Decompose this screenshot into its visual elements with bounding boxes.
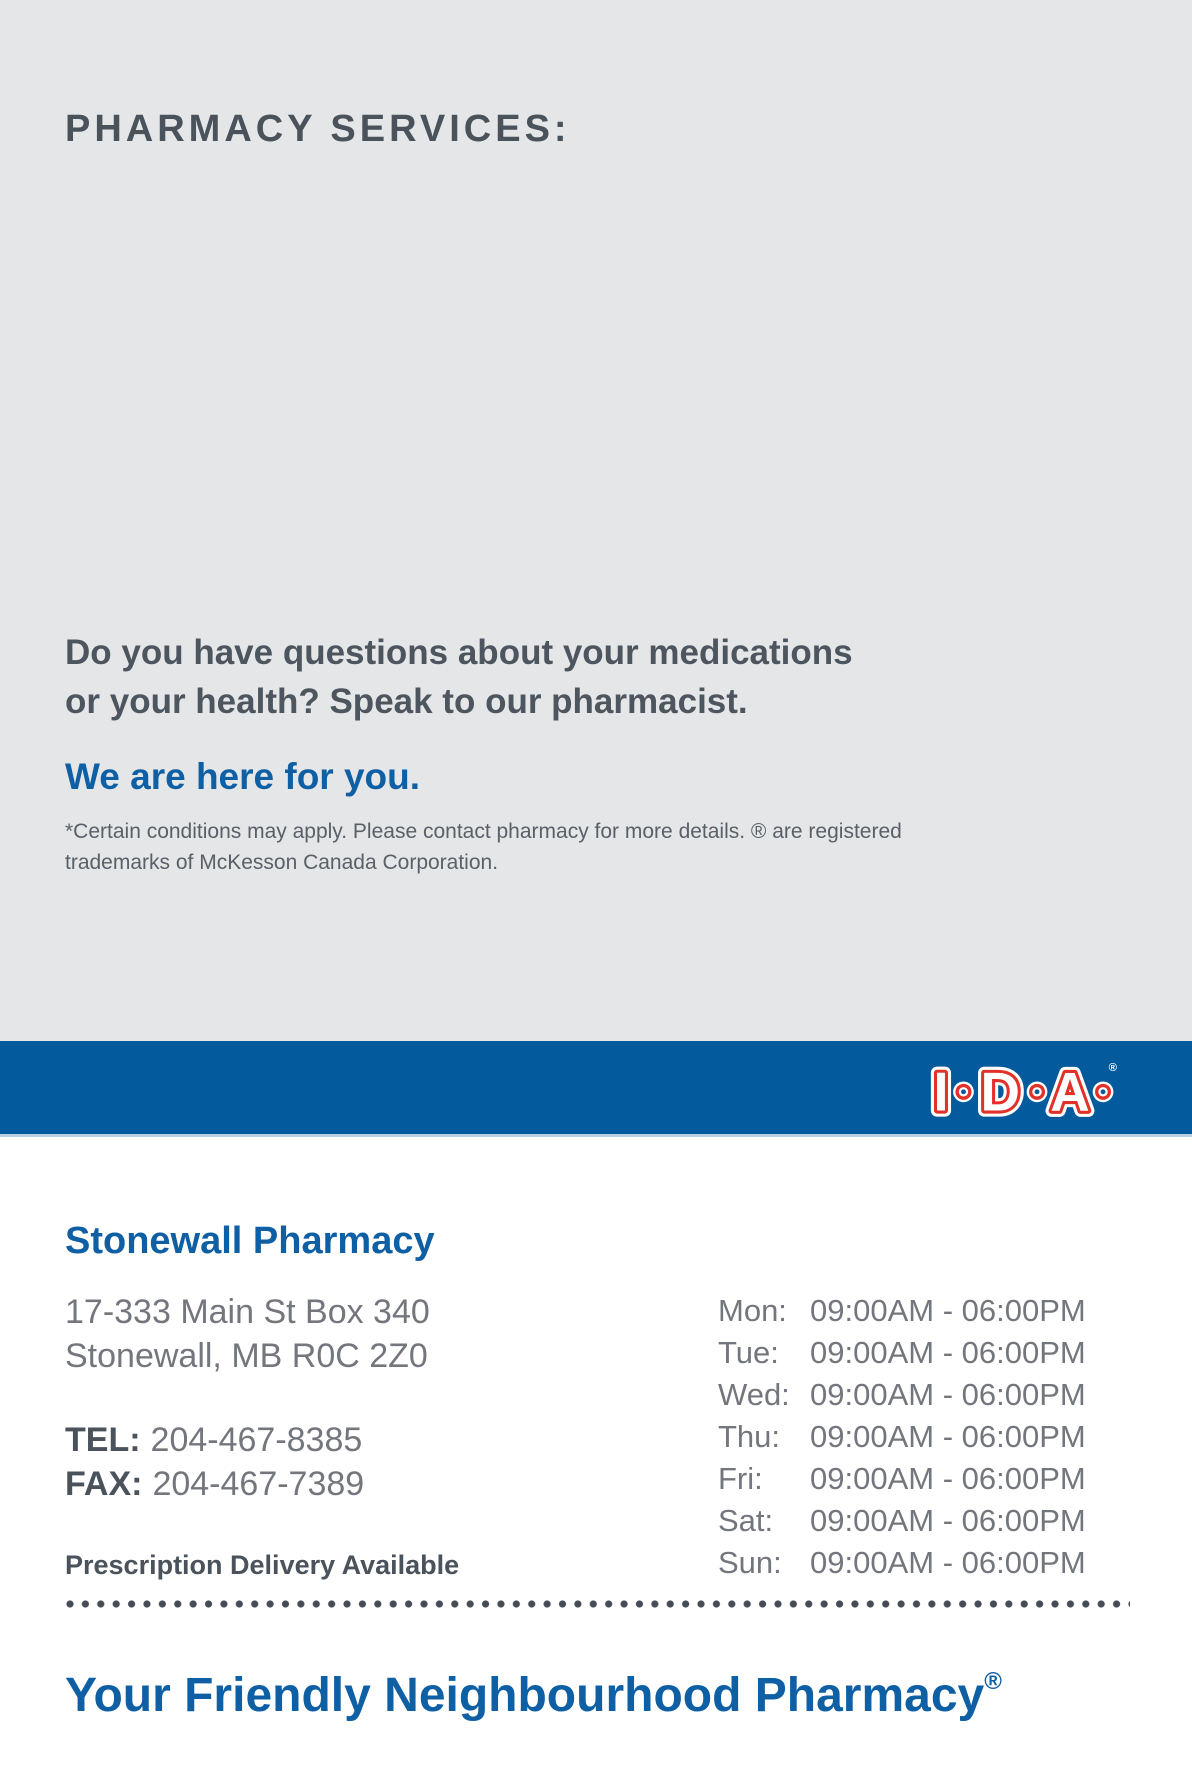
- store-address: 17-333 Main St Box 340 Stonewall, MB R0C…: [65, 1290, 430, 1378]
- svg-text:A: A: [1050, 1061, 1089, 1122]
- delivery-note: Prescription Delivery Available: [65, 1550, 460, 1580]
- hours-time: 09:00AM - 06:00PM: [810, 1545, 1086, 1580]
- hours-day: Sat:: [718, 1503, 774, 1538]
- tagline-registered-mark: ®: [984, 1668, 1002, 1695]
- ida-logo-icon: I D A I D A I D A ®: [927, 1056, 1118, 1122]
- question-text: Do you have questions about your medicat…: [65, 628, 853, 726]
- hours-time: 09:00AM - 06:00PM: [810, 1335, 1086, 1370]
- hours-time: 09:00AM - 06:00PM: [810, 1461, 1086, 1496]
- hours-row-mon: Mon: 09:00AM - 06:00PM: [718, 1290, 1086, 1332]
- hours-row-tue: Tue: 09:00AM - 06:00PM: [718, 1332, 1086, 1374]
- hours-day: Wed:: [718, 1377, 790, 1412]
- address-line-1: 17-333 Main St Box 340: [65, 1293, 430, 1331]
- brand-banner: I D A I D A I D A ®: [0, 1041, 1192, 1137]
- fine-print: *Certain conditions may apply. Please co…: [65, 820, 902, 874]
- svg-text:I: I: [933, 1061, 948, 1122]
- hours-day: Sun:: [718, 1545, 782, 1580]
- hours-time: 09:00AM - 06:00PM: [810, 1419, 1086, 1454]
- svg-text:D: D: [980, 1061, 1019, 1122]
- svg-text:I: I: [933, 1061, 948, 1122]
- hours-time: 09:00AM - 06:00PM: [810, 1377, 1086, 1412]
- hours-day: Tue:: [718, 1335, 779, 1370]
- hours-time: 09:00AM - 06:00PM: [810, 1503, 1086, 1538]
- registered-mark-icon: ®: [1109, 1062, 1118, 1074]
- hours-row-fri: Fri: 09:00AM - 06:00PM: [718, 1458, 1086, 1500]
- tagline-text: Your Friendly Neighbourhood Pharmacy: [65, 1669, 985, 1722]
- here-for-you-heading: We are here for you.: [65, 756, 421, 797]
- hours-day: Thu:: [718, 1419, 781, 1454]
- question-line-1: Do you have questions about your medicat…: [65, 633, 853, 672]
- hours-time: 09:00AM - 06:00PM: [810, 1293, 1086, 1328]
- hours-row-sun: Sun: 09:00AM - 06:00PM: [718, 1542, 1086, 1584]
- store-hours-table: Mon: 09:00AM - 06:00PM Tue: 09:00AM - 06…: [718, 1290, 1086, 1584]
- hours-row-thu: Thu: 09:00AM - 06:00PM: [718, 1416, 1086, 1458]
- hours-day: Mon:: [718, 1293, 787, 1328]
- svg-text:A: A: [1050, 1061, 1089, 1122]
- tagline: Your Friendly Neighbourhood Pharmacy®: [65, 1668, 1002, 1723]
- tel-number: 204-467-8385: [150, 1421, 363, 1459]
- svg-text:D: D: [980, 1061, 1019, 1122]
- services-heading: PHARMACY SERVICES:: [65, 108, 571, 150]
- hours-row-wed: Wed: 09:00AM - 06:00PM: [718, 1374, 1086, 1416]
- address-line-2: Stonewall, MB R0C 2Z0: [65, 1337, 428, 1375]
- fax-number: 204-467-7389: [152, 1465, 365, 1503]
- top-gray-panel: PHARMACY SERVICES: Do you have questions…: [0, 0, 1192, 1041]
- fax-line: FAX: 204-467-7389: [65, 1462, 364, 1506]
- phone-block: TEL: 204-467-8385 FAX: 204-467-7389: [65, 1418, 364, 1506]
- store-name: Stonewall Pharmacy: [65, 1220, 435, 1262]
- hours-row-sat: Sat: 09:00AM - 06:00PM: [718, 1500, 1086, 1542]
- tel-label: TEL:: [65, 1421, 141, 1459]
- tel-line: TEL: 204-467-8385: [65, 1418, 364, 1462]
- dotted-separator: [65, 1598, 1130, 1610]
- hours-day: Fri:: [718, 1461, 763, 1496]
- svg-text:A: A: [1050, 1061, 1089, 1122]
- fax-label: FAX:: [65, 1465, 143, 1503]
- question-line-2: or your health? Speak to our pharmacist.: [65, 682, 748, 721]
- svg-text:D: D: [980, 1061, 1019, 1122]
